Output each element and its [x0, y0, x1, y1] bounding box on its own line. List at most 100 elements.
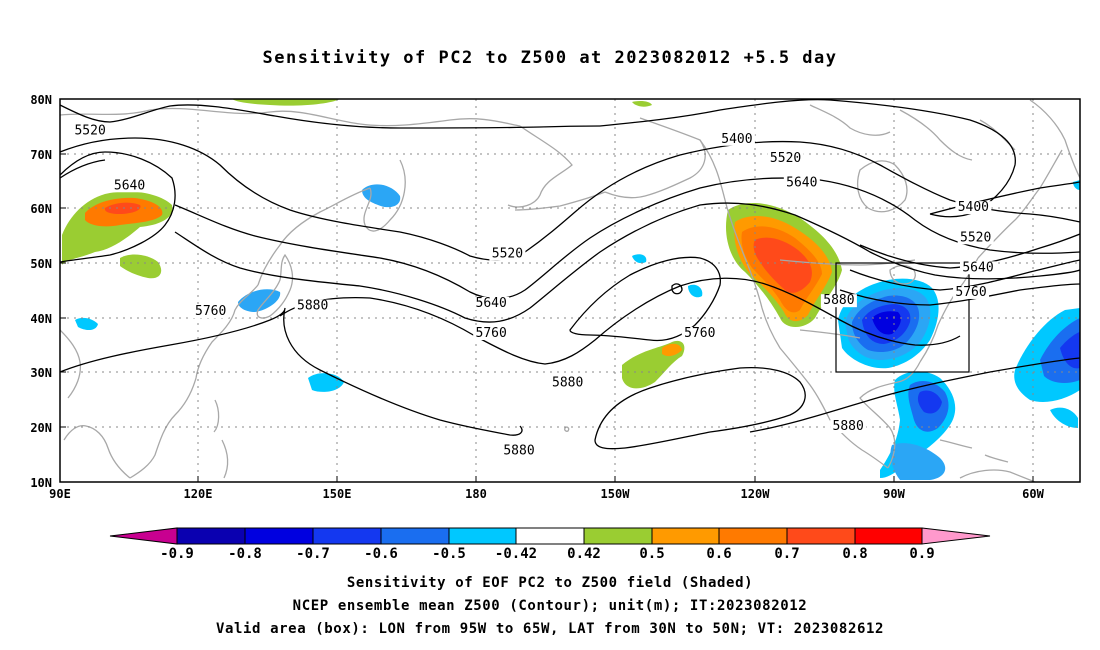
- colorbar-segment: [244, 527, 314, 545]
- contour-label-background: [681, 327, 718, 341]
- lon-label: 150E: [323, 487, 352, 501]
- colorbar-label: 0.6: [706, 546, 731, 562]
- colorbar-segment: [448, 527, 517, 545]
- lon-label: 60W: [1022, 487, 1044, 501]
- contour-label-background: [192, 305, 229, 319]
- colorbar-segment: [854, 527, 923, 545]
- shade-negative-caribbean-core: [917, 390, 942, 414]
- shade-positive-namerica-core: [753, 237, 812, 293]
- contour-label-background: [767, 151, 804, 165]
- contour-label-background: [489, 247, 526, 261]
- colorbar-label: -0.9: [160, 546, 194, 562]
- lat-label: 80N: [30, 93, 52, 107]
- contour-label-background: [718, 132, 755, 146]
- coast-indochina: [63, 424, 131, 479]
- coast-kamchatka: [363, 159, 406, 232]
- contour-label: 5400: [958, 200, 989, 215]
- coast-aleutians: [514, 191, 606, 211]
- coast-south-america: [959, 469, 1036, 482]
- lon-label: 120E: [184, 487, 213, 501]
- coast-korea-china: [129, 284, 259, 479]
- contour-label: 5640: [476, 296, 507, 311]
- contour-layer: [60, 99, 1080, 450]
- contour-label-background: [549, 376, 586, 390]
- caption-valid-area: Valid area (box): LON from 95W to 65W, L…: [215, 621, 885, 637]
- shade-negative-pacific-small-1: [632, 254, 647, 264]
- contour-label: 5880: [823, 293, 854, 308]
- colorbar-label: 0.5: [639, 546, 664, 562]
- contour-label-background: [957, 231, 994, 245]
- contour-5520-west: [60, 104, 601, 129]
- latitude-axis: 80N 70N 60N 50N 40N 30N 20N 10N: [30, 93, 52, 490]
- colorbar-label: -0.42: [495, 546, 537, 562]
- coast-greenland: [1029, 99, 1080, 179]
- contour-label: 5640: [114, 178, 145, 193]
- lat-label: 20N: [30, 421, 52, 435]
- coast-borders-na: [779, 259, 916, 339]
- grid-layer: [60, 99, 1080, 482]
- contour-5880-pacific: [594, 366, 806, 450]
- colorbar-under-triangle: [109, 527, 178, 545]
- colorbar-label: 0.8: [842, 546, 867, 562]
- shade-positive-siberia-peak: [104, 202, 141, 214]
- colorbar-label: -0.5: [432, 546, 466, 562]
- lon-label: 90E: [49, 487, 71, 501]
- contour-label-background: [960, 261, 996, 275]
- contour-label-background: [820, 294, 857, 308]
- contour-label: 5640: [962, 260, 993, 275]
- contour-label-background: [830, 420, 867, 434]
- coast-siberia-east: [507, 125, 573, 208]
- coast-hudson: [857, 160, 908, 213]
- coast-taiwan-phil: [213, 399, 229, 479]
- contour-5640-mid: [60, 159, 1080, 300]
- coast-india: [60, 329, 82, 399]
- contour-5880-south: [60, 307, 523, 436]
- contour-5400: [599, 99, 1016, 218]
- contour-label: 5880: [297, 299, 328, 314]
- shade-negative-kamchatka: [362, 184, 401, 208]
- contour-label: 5520: [770, 151, 801, 166]
- contour-label: 5880: [833, 419, 864, 434]
- colorbar-label: 0.7: [774, 546, 799, 562]
- coast-alaska: [604, 117, 706, 199]
- tick-layer: [59, 98, 1034, 483]
- contour-label-layer: 5520 5640 5760 5880 5400 5520 5640 5520 5640 5760…: [72, 124, 996, 459]
- longitude-axis: 90E 120E 150E 180 150W 120W 90W 60W: [49, 487, 1044, 501]
- shading-layer: [62, 99, 1080, 480]
- coast-hawaii: [564, 426, 570, 432]
- shade-positive-central-pacific-core: [662, 343, 682, 357]
- contour-closed-low: [671, 283, 683, 295]
- contour-label: 5760: [955, 285, 986, 300]
- lat-label: 30N: [30, 366, 52, 380]
- contour-label: 5520: [74, 124, 105, 139]
- contour-label-background: [111, 179, 148, 193]
- lat-label: 70N: [30, 148, 52, 162]
- contour-5400-east: [929, 181, 1080, 215]
- coast-okhotsk: [257, 187, 371, 286]
- caption-contour: NCEP ensemble mean Z500 (Contour); unit(…: [292, 598, 808, 614]
- shade-negative-atlantic-south: [1050, 407, 1078, 428]
- colorbar-label: -0.7: [296, 546, 330, 562]
- shade-negative-atlantic-inner: [1040, 318, 1080, 384]
- contour-label-background: [473, 296, 510, 310]
- contour-label-background: [501, 444, 537, 458]
- lat-label: 60N: [30, 202, 52, 216]
- colorbar-segment: [380, 527, 450, 545]
- colorbar-label: 0.42: [567, 546, 601, 562]
- lon-label: 150W: [601, 487, 631, 501]
- colorbar-segment: [583, 527, 653, 545]
- coast-na-west: [699, 139, 831, 421]
- contour-5760-mid: [174, 202, 1080, 323]
- contour-5640-east: [849, 259, 1080, 291]
- contour-label-background: [72, 124, 109, 138]
- colorbar-segment: [718, 527, 788, 545]
- coast-caribbean-islands: [939, 439, 1009, 463]
- lat-label: 10N: [30, 476, 52, 490]
- colorbar-labels: -0.9 -0.8 -0.7 -0.6 -0.5 -0.42 0.42 0.5 …: [160, 546, 935, 562]
- contour-5760-east: [839, 283, 1080, 306]
- plot-frame: [59, 98, 1081, 483]
- lon-label: 90W: [883, 487, 905, 501]
- coast-gulf: [859, 361, 921, 469]
- shade-positive-arctic-small: [632, 101, 652, 107]
